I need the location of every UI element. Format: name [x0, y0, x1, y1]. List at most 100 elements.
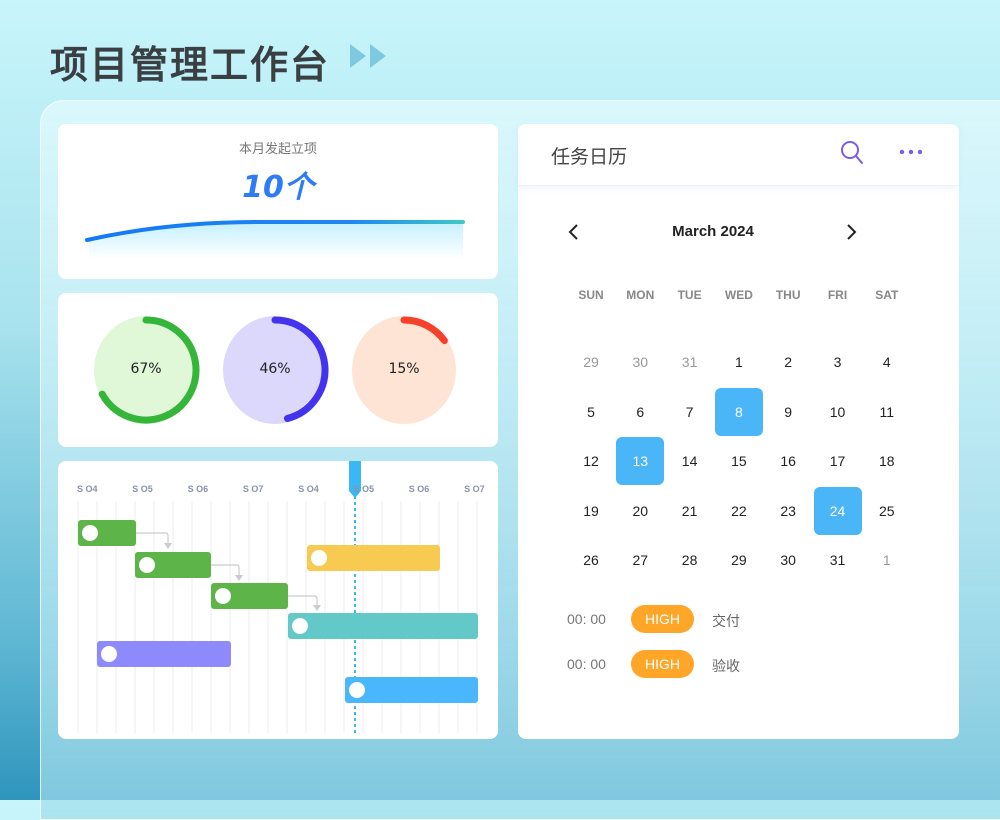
weekday-label: SUN	[578, 288, 604, 302]
calendar-day[interactable]: 21	[681, 502, 698, 519]
calendar-day[interactable]: 28	[681, 552, 698, 568]
ring-percent-label: 15%	[388, 361, 420, 377]
progress-rings	[94, 316, 456, 424]
gantt-task-bar[interactable]	[307, 545, 440, 571]
calendar-day[interactable]: 13	[616, 437, 665, 485]
calendar-day[interactable]: 23	[780, 502, 796, 519]
timeline-label: S O6	[408, 484, 430, 494]
calendar-day[interactable]: 12	[583, 453, 599, 469]
next-month-button[interactable]	[846, 223, 858, 241]
calendar-day[interactable]: 30	[632, 354, 649, 370]
timeline-label: S O4	[77, 484, 98, 494]
calendar-day[interactable]: 25	[879, 502, 895, 519]
calendar-day[interactable]: 5	[587, 403, 595, 420]
timeline-label: S O5	[353, 484, 375, 494]
calendar-day[interactable]: 16	[780, 453, 796, 469]
progress-ring	[223, 316, 329, 424]
ring-arc	[271, 316, 329, 422]
calendar-day[interactable]: 18	[879, 453, 895, 469]
task-handle[interactable]	[139, 557, 155, 573]
weekday-label: MON	[626, 288, 655, 302]
gantt-task-bar[interactable]	[78, 520, 136, 546]
task-handle[interactable]	[101, 646, 117, 662]
ring-percent-label: 46%	[259, 361, 291, 377]
event-name[interactable]: 交付	[712, 614, 740, 630]
summary-value: 10个	[242, 170, 314, 205]
dependency-arrow	[211, 564, 240, 576]
calendar-day[interactable]: 29	[583, 354, 599, 370]
ring-background	[94, 316, 198, 424]
gantt-task-bar[interactable]	[288, 613, 478, 639]
arrow-head	[235, 575, 243, 581]
weekday-label: THU	[775, 288, 801, 302]
weekday-label: TUE	[677, 288, 702, 302]
gantt-task-bar[interactable]	[345, 677, 478, 703]
ring-arc	[98, 316, 200, 424]
gantt-task-bar[interactable]	[97, 641, 231, 667]
progress-ring	[352, 316, 456, 424]
trend-sparkline	[85, 220, 465, 259]
priority-badge: HIGH	[631, 650, 694, 678]
calendar-day[interactable]: 11	[879, 403, 895, 420]
calendar-day[interactable]: 20	[632, 502, 649, 519]
weekday-label: FRI	[827, 288, 848, 302]
calendar-day[interactable]: 10	[829, 403, 846, 420]
ring-background	[223, 316, 327, 424]
task-handle[interactable]	[311, 550, 327, 566]
task-handle[interactable]	[215, 588, 231, 604]
calendar-day[interactable]: 17	[829, 453, 846, 469]
more-icon[interactable]	[899, 149, 925, 155]
calendar-day[interactable]: 7	[685, 403, 694, 420]
gantt-task-bar[interactable]	[211, 583, 288, 609]
ring-background	[352, 316, 456, 424]
weekday-label: SAT	[875, 288, 899, 302]
double-play-icon	[350, 44, 386, 68]
calendar-day[interactable]: 19	[583, 502, 599, 519]
calendar-day[interactable]: 15	[731, 453, 747, 469]
calendar-day[interactable]: 24	[813, 486, 862, 535]
calendar-day[interactable]: 14	[681, 453, 698, 469]
task-handle[interactable]	[82, 525, 98, 541]
calendar-title: 任务日历	[551, 146, 628, 168]
task-handle[interactable]	[292, 618, 308, 634]
search-icon[interactable]	[840, 140, 864, 166]
calendar-day[interactable]: 4	[882, 354, 891, 370]
timeline-label: S O5	[132, 484, 153, 494]
calendar-day[interactable]: 22	[731, 502, 747, 519]
weekday-label: WED	[724, 288, 753, 302]
calendar-day[interactable]: 30	[780, 552, 796, 568]
summary-label: 本月发起立项	[238, 142, 317, 157]
calendar-header	[518, 124, 959, 186]
calendar-day[interactable]: 31	[829, 552, 846, 568]
today-marker[interactable]	[349, 461, 361, 498]
calendar-day[interactable]: 6	[636, 403, 645, 420]
prev-month-button[interactable]	[567, 223, 579, 241]
calendar-day[interactable]: 31	[681, 354, 698, 370]
timeline-label: S O6	[187, 484, 209, 494]
calendar-card: 任务日历 March 2024 SUN MON TUE WED THU FRI SAT 29…	[518, 124, 959, 739]
event-time: 00: 00	[567, 656, 606, 672]
progress-card: 67% 46% 15%	[58, 293, 498, 447]
gantt-grid	[77, 461, 478, 733]
calendar-day[interactable]: 2	[784, 354, 793, 370]
calendar-day[interactable]: 29	[731, 552, 747, 568]
progress-ring	[94, 316, 200, 424]
gantt-card: S O4 S O5 S O6 S O7 S O4 S O5 S O6 S O7	[58, 461, 498, 739]
calendar-day[interactable]: 1	[734, 354, 743, 370]
dependency-arrow	[136, 532, 169, 544]
calendar-day[interactable]: 26	[583, 552, 599, 568]
gantt-task-bar[interactable]	[135, 552, 211, 578]
calendar-day[interactable]: 1	[882, 552, 891, 568]
calendar-day[interactable]: 8	[714, 387, 763, 436]
calendar-day[interactable]: 3	[833, 354, 842, 370]
ring-percent-label: 67%	[130, 361, 162, 377]
calendar-day[interactable]: 27	[632, 552, 649, 568]
priority-badge: HIGH	[631, 605, 694, 633]
calendar-day[interactable]: 9	[784, 403, 793, 420]
task-handle[interactable]	[349, 682, 365, 698]
timeline-label: S O7	[464, 484, 485, 494]
ring-arc	[400, 316, 448, 345]
page-title: 项目管理工作台	[50, 43, 331, 87]
timeline-label: S O7	[242, 484, 264, 494]
event-name[interactable]: 验收	[712, 659, 740, 675]
